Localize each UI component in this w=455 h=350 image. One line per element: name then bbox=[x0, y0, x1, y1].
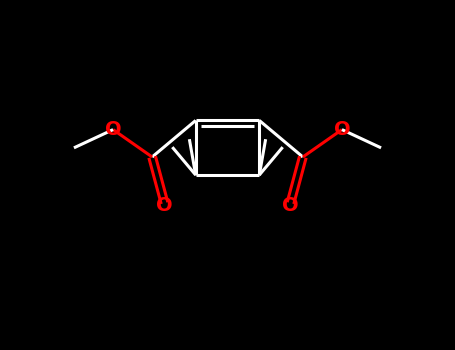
Text: O: O bbox=[334, 120, 350, 139]
Text: O: O bbox=[156, 196, 173, 215]
Text: O: O bbox=[105, 120, 121, 139]
Text: O: O bbox=[282, 196, 299, 215]
